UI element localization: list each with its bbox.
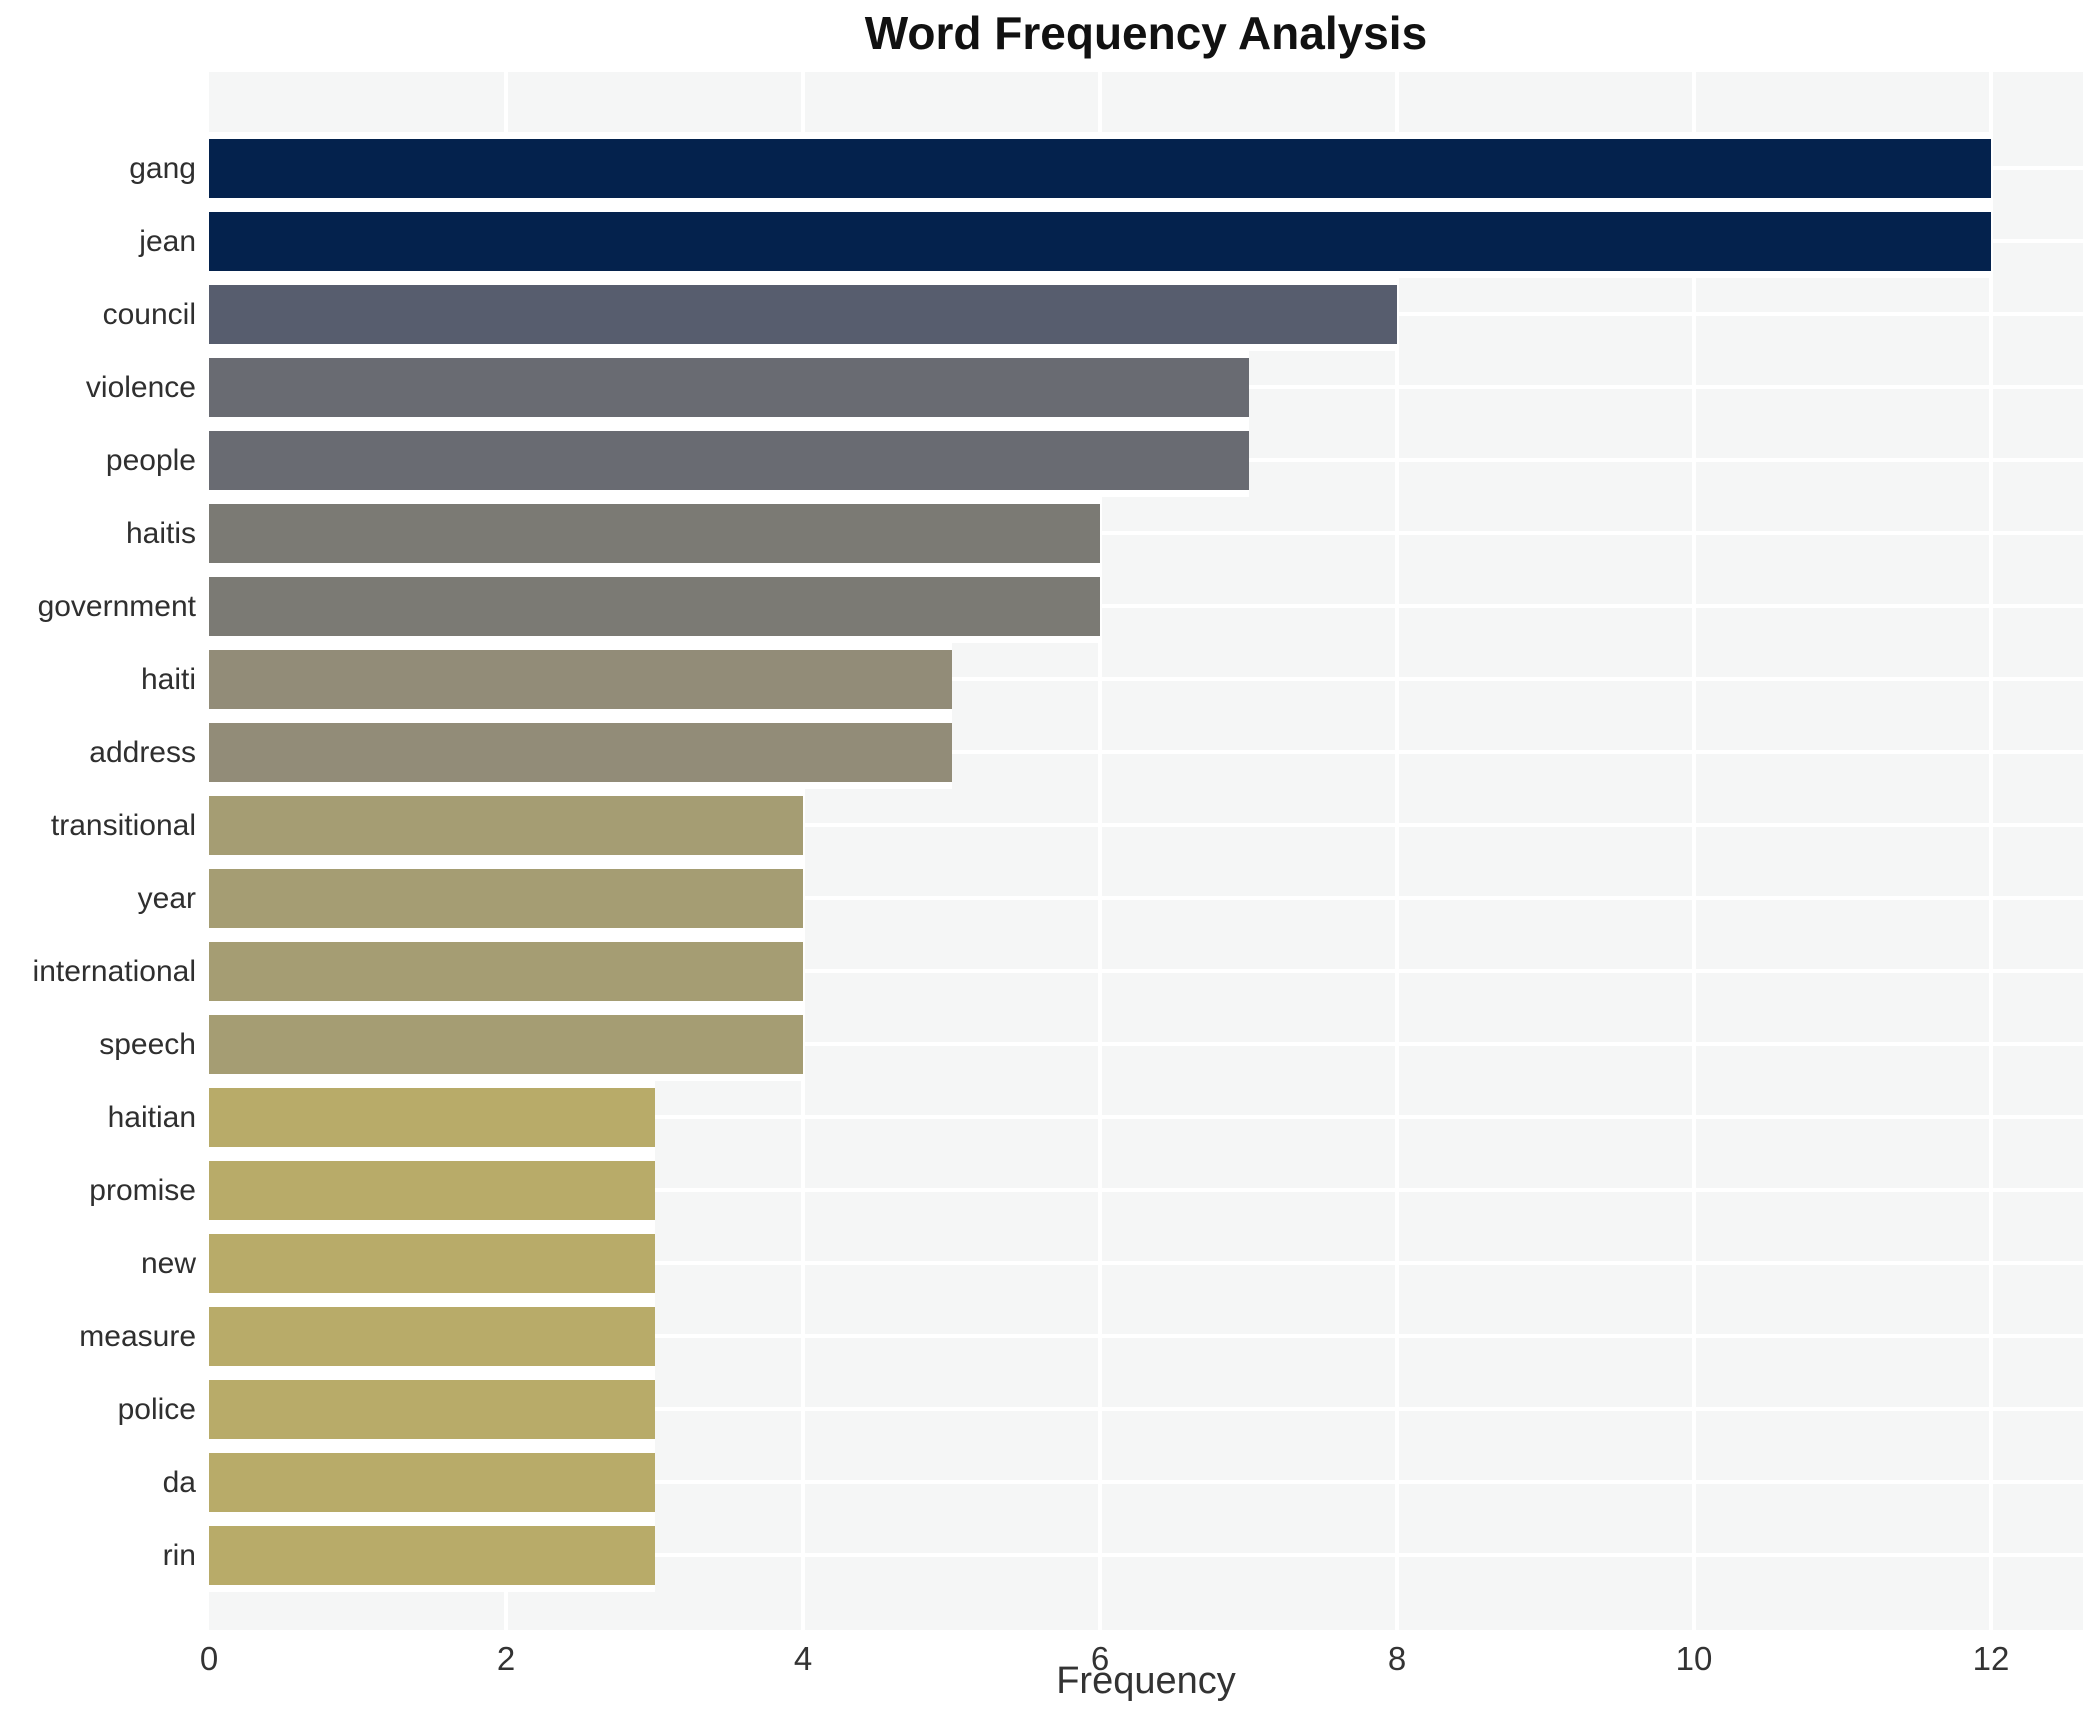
bar-violence xyxy=(209,351,1249,424)
x-tick-label-8: 8 xyxy=(1387,1640,1407,1677)
vertical-gridline xyxy=(1692,72,1696,1630)
x-tick-label-2: 2 xyxy=(496,1640,516,1677)
category-label-haitian: haitian xyxy=(107,1101,196,1134)
category-label-people: people xyxy=(105,444,196,477)
category-label-speech: speech xyxy=(99,1028,196,1061)
horizontal-gridline xyxy=(209,1261,2083,1265)
horizontal-gridline xyxy=(209,1480,2083,1484)
bar-gang xyxy=(209,132,1991,205)
bar-haiti xyxy=(209,643,952,716)
horizontal-gridline xyxy=(209,1042,2083,1046)
horizontal-gridline xyxy=(209,1115,2083,1119)
bar-new xyxy=(209,1227,655,1300)
category-label-haitis: haitis xyxy=(125,517,196,550)
bar-jean xyxy=(209,205,1991,278)
bar-international xyxy=(209,935,803,1008)
x-tick-label-6: 6 xyxy=(1090,1640,1110,1677)
bar-year xyxy=(209,862,803,935)
bar-promise xyxy=(209,1154,655,1227)
horizontal-gridline xyxy=(209,531,2083,535)
category-label-rin: rin xyxy=(162,1539,196,1572)
vertical-gridline xyxy=(1989,72,1993,1630)
category-label-year: year xyxy=(137,882,196,915)
bars-container xyxy=(209,132,2083,1592)
bar-haitian xyxy=(209,1081,655,1154)
bar-measure xyxy=(209,1300,655,1373)
category-label-international: international xyxy=(32,955,196,988)
category-label-council: council xyxy=(102,298,196,331)
horizontal-gridline xyxy=(209,1188,2083,1192)
vertical-gridline xyxy=(801,72,805,1630)
bar-speech xyxy=(209,1008,803,1081)
horizontal-gridline xyxy=(209,1334,2083,1338)
bar-police xyxy=(209,1373,655,1446)
bar-transitional xyxy=(209,789,803,862)
category-label-haiti: haiti xyxy=(140,663,196,696)
horizontal-gridline xyxy=(209,677,2083,681)
category-label-jean: jean xyxy=(139,225,196,258)
bar-government xyxy=(209,570,1100,643)
vertical-gridline xyxy=(1395,72,1399,1630)
horizontal-gridline xyxy=(209,896,2083,900)
category-axis: gang jean council violence people haitis gover… xyxy=(0,132,196,1592)
x-tick-label-0: 0 xyxy=(199,1640,219,1677)
category-label-address: address xyxy=(89,736,196,769)
x-axis-title: Frequency xyxy=(1056,1660,1236,1702)
bar-address xyxy=(209,716,952,789)
category-label-transitional: transitional xyxy=(50,809,196,842)
horizontal-gridline xyxy=(209,750,2083,754)
horizontal-gridline xyxy=(209,969,2083,973)
bar-rin xyxy=(209,1519,655,1592)
plot-area xyxy=(209,72,2083,1630)
x-tick-label-12: 12 xyxy=(1972,1640,2010,1677)
x-tick-label-4: 4 xyxy=(793,1640,813,1677)
category-label-government: government xyxy=(37,590,196,623)
horizontal-gridline xyxy=(209,823,2083,827)
vertical-gridline xyxy=(1098,72,1102,1630)
bar-council xyxy=(209,278,1397,351)
x-tick-label-10: 10 xyxy=(1675,1640,1713,1677)
category-label-new: new xyxy=(140,1247,196,1280)
category-label-promise: promise xyxy=(89,1174,196,1207)
chart-title: Word Frequency Analysis xyxy=(864,7,1428,59)
horizontal-gridline xyxy=(209,1407,2083,1411)
horizontal-gridline xyxy=(209,1553,2083,1557)
horizontal-gridline xyxy=(209,604,2083,608)
bar-haitis xyxy=(209,497,1100,570)
category-label-measure: measure xyxy=(79,1320,196,1353)
category-label-violence: violence xyxy=(85,371,196,404)
category-label-police: police xyxy=(117,1393,196,1426)
bar-da xyxy=(209,1446,655,1519)
category-label-gang: gang xyxy=(129,152,196,185)
category-label-da: da xyxy=(162,1466,196,1499)
bar-people xyxy=(209,424,1249,497)
